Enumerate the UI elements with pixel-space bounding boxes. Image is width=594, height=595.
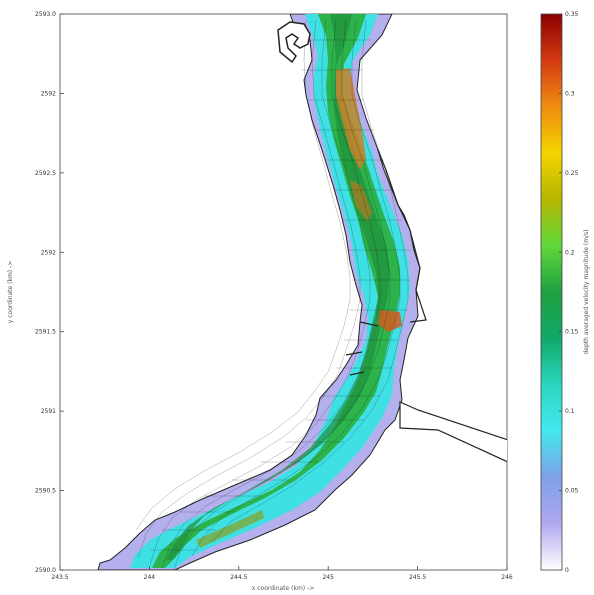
river-inner-stripe — [166, 14, 390, 560]
inlet-channel — [399, 401, 507, 463]
colorbar-tick-label: 0.2 — [565, 249, 575, 256]
high-velocity-patch-upper — [336, 68, 366, 170]
y-axis: 2593.0 2592 2592.5 2592 2591.5 2591 2590.5 2590… — [35, 11, 64, 574]
y-tick-label: 2590.0 — [35, 567, 56, 574]
x-tick-label: 244.5 — [230, 574, 247, 581]
y-tick-label: 2592.5 — [35, 170, 56, 177]
y-tick-label: 2591 — [41, 408, 56, 415]
colorbar-tick-label: 0.05 — [565, 488, 579, 495]
x-axis: 243.5 244 244.5 245 245.5 246 — [51, 566, 513, 581]
colorbar-tick-label: 0.3 — [565, 90, 575, 97]
colorbar-tick-label: 0.15 — [565, 329, 579, 336]
medium-velocity-patch-lower — [196, 510, 264, 548]
x-tick-label: 245 — [322, 574, 334, 581]
y-axis-label: y coordinate (km) -> — [7, 261, 14, 323]
river-layer — [97, 14, 507, 570]
x-tick-label: 244 — [144, 574, 156, 581]
colorbar-tick-label: 0.25 — [565, 170, 579, 177]
y-tick-label: 2592 — [41, 90, 56, 97]
x-tick-label: 245.5 — [409, 574, 426, 581]
colorbar-label: depth averaged velocity magnitude (m/s) — [583, 229, 590, 354]
bank-boundary — [345, 149, 427, 376]
y-tick-label: 2593.0 — [35, 11, 56, 18]
x-axis-label: x coordinate (km) -> — [252, 585, 314, 592]
y-tick-label: 2591.5 — [35, 329, 56, 336]
colorbar-tick-label: 0 — [565, 567, 569, 574]
y-tick-label: 2592 — [41, 249, 56, 256]
y-tick-label: 2590.5 — [35, 488, 56, 495]
harbor-structure — [277, 21, 311, 64]
high-velocity-patch-middle — [350, 180, 372, 222]
computational-grid — [135, 19, 410, 570]
colorbar-tick-label: 0.35 — [565, 11, 579, 18]
river-main-channel-zone — [152, 14, 400, 568]
x-tick-label: 243.5 — [51, 574, 68, 581]
colorbar-tick-label: 0.1 — [565, 408, 575, 415]
colorbar — [540, 13, 563, 571]
x-tick-label: 246 — [501, 574, 513, 581]
colorbar-ticks: 0.35 0.3 0.25 0.2 0.15 0.1 0.05 0 — [559, 11, 579, 574]
